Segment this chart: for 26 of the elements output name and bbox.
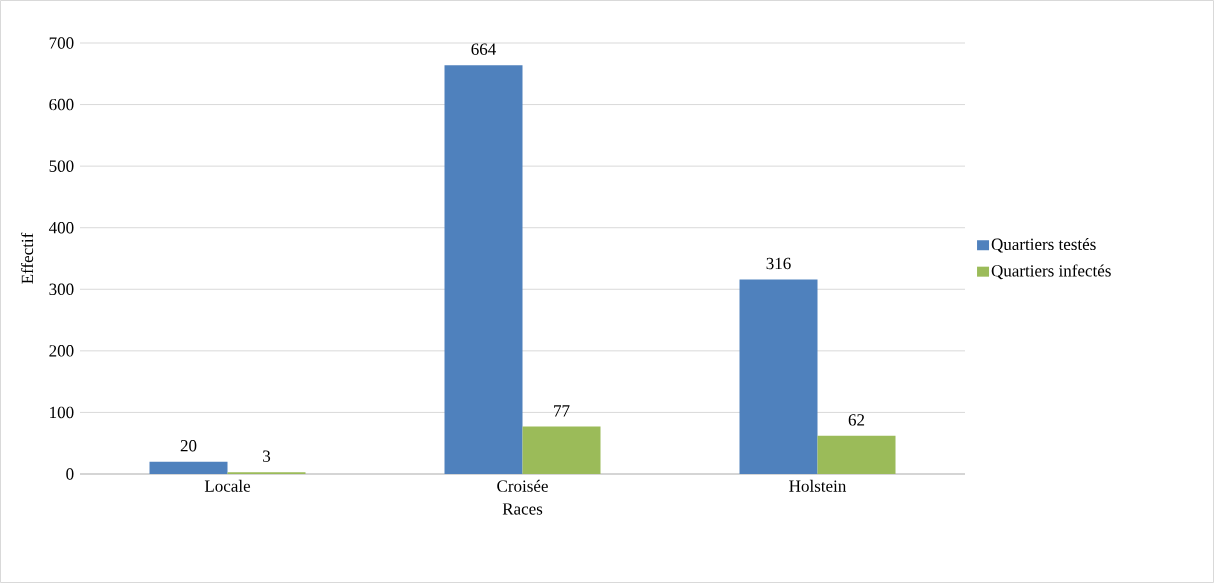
y-tick-label: 0 [66,468,74,480]
data-label: 20 [180,440,197,452]
bar [739,279,818,474]
data-label: 77 [554,405,570,417]
y-tick-label: 300 [49,283,74,296]
y-tick-label: 500 [49,160,74,172]
data-label: 62 [848,414,865,426]
y-tick-label: 600 [49,98,74,111]
bar [522,426,601,474]
y-tick-label: 400 [48,221,74,234]
data-label: 316 [766,257,791,270]
bar [149,461,228,474]
legend-label: Quartiers testés [991,238,1096,253]
x-tick-label: Holstein [789,479,847,492]
y-tick-label: 200 [49,345,74,357]
legend-label: Quartiers infectés [991,264,1111,280]
bar [444,65,523,474]
bar [817,435,896,474]
x-tick-label: Croisée [497,479,548,492]
y-tick-label: 700 [49,37,74,49]
data-label: 3 [263,450,271,462]
x-tick-label: Locale [204,479,251,492]
y-tick-label: 100 [50,406,74,419]
x-axis-title: Races [502,503,543,515]
data-label: 664 [471,43,496,55]
y-axis-title: Effectif [20,232,34,284]
